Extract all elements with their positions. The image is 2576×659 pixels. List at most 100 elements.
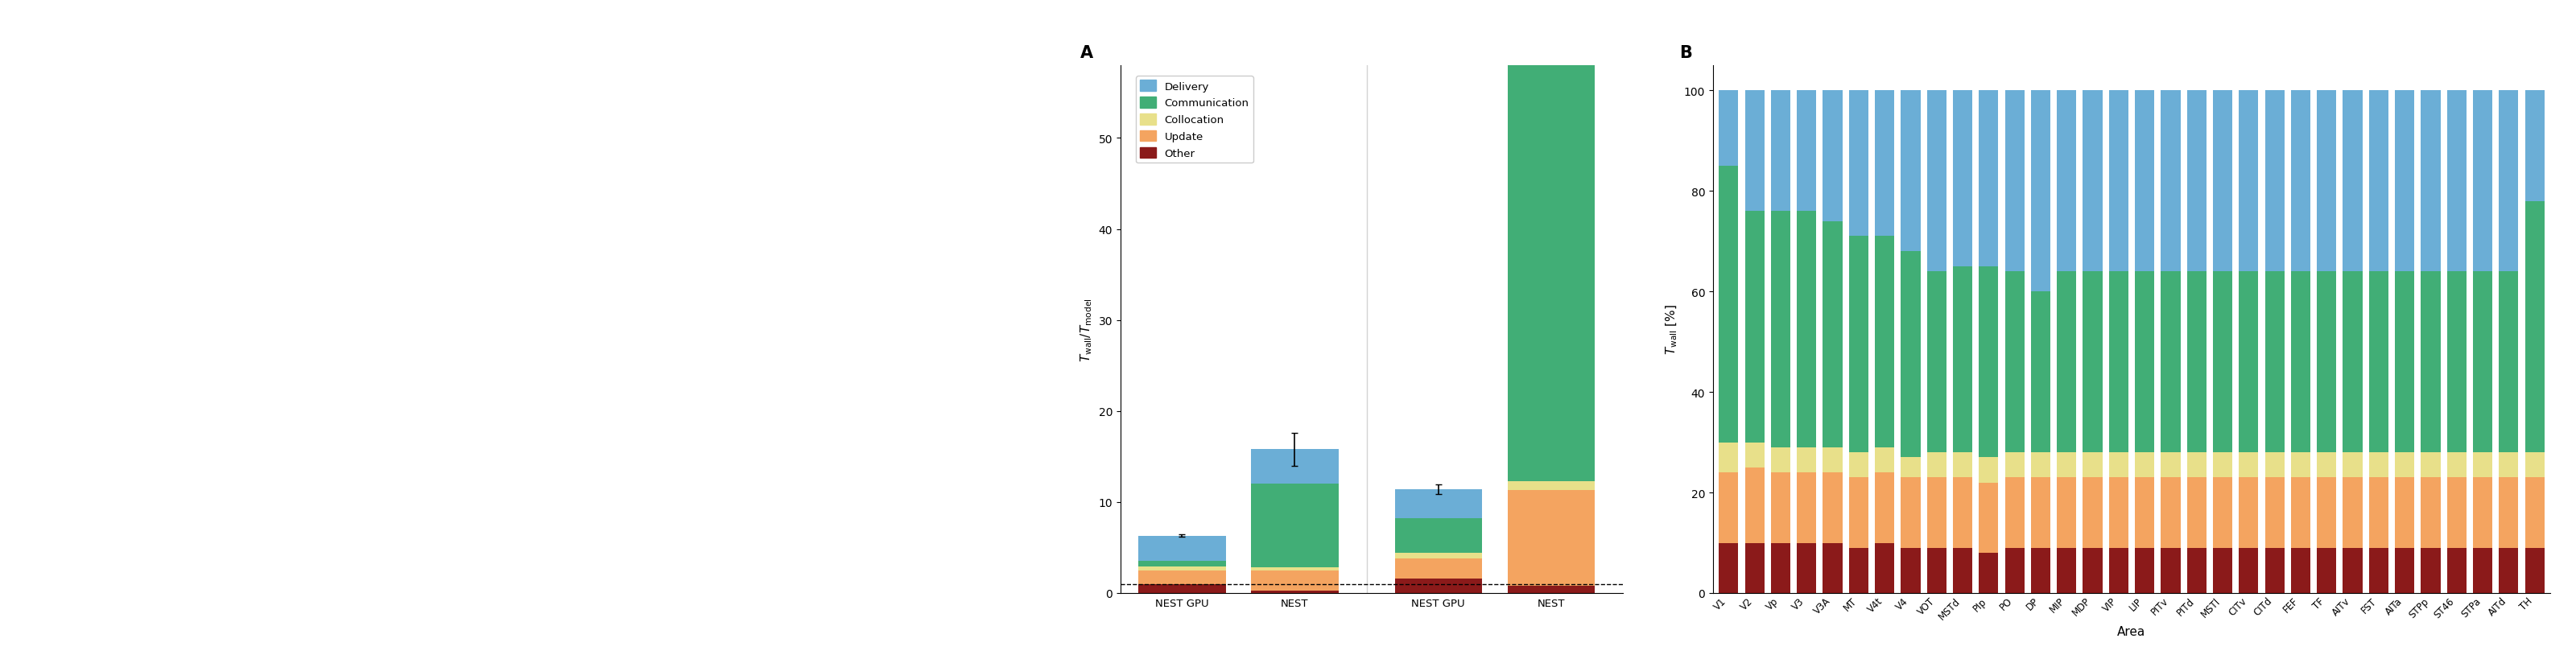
Bar: [2110, 453, 2128, 478]
Bar: [2264, 453, 2285, 478]
Bar: [1927, 453, 1947, 478]
Bar: [2447, 91, 2465, 272]
Bar: [2396, 272, 2414, 453]
Bar: [1927, 478, 1947, 548]
Bar: [1824, 221, 1842, 447]
Bar: [2264, 91, 2285, 272]
Bar: [2396, 453, 2414, 478]
Bar: [2030, 548, 2050, 593]
Text: A: A: [1079, 45, 1092, 61]
Bar: [2084, 272, 2102, 453]
Bar: [1875, 543, 1893, 593]
Bar: [2136, 91, 2154, 272]
Bar: [2421, 478, 2439, 548]
Bar: [2396, 548, 2414, 593]
Bar: [1139, 584, 1226, 593]
Bar: [2264, 478, 2285, 548]
Bar: [2213, 548, 2233, 593]
Bar: [2421, 548, 2439, 593]
Bar: [2447, 272, 2465, 453]
Bar: [1824, 473, 1842, 543]
Bar: [1139, 536, 1226, 561]
Bar: [2004, 272, 2025, 453]
Bar: [2421, 91, 2439, 272]
Y-axis label: $T_\mathrm{wall} / T_\mathrm{model}$: $T_\mathrm{wall} / T_\mathrm{model}$: [1079, 297, 1095, 362]
Bar: [2344, 91, 2362, 272]
Bar: [1394, 579, 1481, 593]
Bar: [1770, 212, 1790, 447]
Bar: [1901, 457, 1919, 478]
Bar: [2447, 478, 2465, 548]
Bar: [2370, 453, 2388, 478]
Bar: [1953, 548, 1973, 593]
Bar: [1927, 548, 1947, 593]
Bar: [2187, 548, 2208, 593]
Bar: [1875, 237, 1893, 447]
Bar: [1875, 91, 1893, 237]
Bar: [1953, 478, 1973, 548]
Bar: [1953, 453, 1973, 478]
Bar: [2084, 453, 2102, 478]
Bar: [2239, 478, 2259, 548]
Bar: [2056, 272, 2076, 453]
Bar: [2056, 548, 2076, 593]
Bar: [2056, 453, 2076, 478]
Bar: [2030, 478, 2050, 548]
Bar: [1901, 478, 1919, 548]
Bar: [2344, 453, 2362, 478]
Bar: [1770, 543, 1790, 593]
Bar: [2239, 453, 2259, 478]
Bar: [1850, 548, 1868, 593]
Bar: [2161, 548, 2179, 593]
Bar: [2396, 91, 2414, 272]
Bar: [2290, 548, 2311, 593]
Bar: [1394, 490, 1481, 519]
Bar: [1507, 481, 1595, 490]
Bar: [2136, 548, 2154, 593]
Bar: [1718, 473, 1739, 543]
Bar: [1875, 447, 1893, 473]
Bar: [2290, 272, 2311, 453]
Text: B: B: [1680, 45, 1692, 61]
Bar: [1824, 543, 1842, 593]
Bar: [2499, 478, 2519, 548]
Bar: [1252, 449, 1340, 484]
Bar: [1252, 571, 1340, 590]
Bar: [2264, 548, 2285, 593]
Bar: [2084, 91, 2102, 272]
Bar: [2473, 272, 2494, 453]
Bar: [1901, 548, 1919, 593]
Bar: [2316, 453, 2336, 478]
Bar: [2473, 548, 2494, 593]
Bar: [2161, 453, 2179, 478]
Bar: [2110, 478, 2128, 548]
Bar: [2136, 272, 2154, 453]
Bar: [1770, 473, 1790, 543]
Bar: [1770, 447, 1790, 473]
Bar: [2030, 453, 2050, 478]
Bar: [2110, 548, 2128, 593]
Bar: [1901, 252, 1919, 457]
Bar: [2084, 478, 2102, 548]
Bar: [1798, 91, 1816, 212]
Bar: [2499, 91, 2519, 272]
Bar: [1770, 91, 1790, 212]
Bar: [2213, 91, 2233, 272]
Bar: [1850, 91, 1868, 237]
Bar: [2161, 478, 2179, 548]
Legend: Delivery, Communication, Collocation, Update, Other: Delivery, Communication, Collocation, Up…: [1136, 76, 1255, 163]
Bar: [2084, 548, 2102, 593]
Bar: [1252, 567, 1340, 571]
Bar: [1744, 442, 1765, 468]
Bar: [1252, 590, 1340, 593]
Bar: [1978, 457, 1999, 482]
Bar: [2264, 272, 2285, 453]
Bar: [2030, 292, 2050, 453]
Bar: [1953, 91, 1973, 267]
X-axis label: Area: Area: [2117, 625, 2146, 637]
Bar: [1850, 478, 1868, 548]
Bar: [2187, 91, 2208, 272]
Bar: [1927, 91, 1947, 272]
Bar: [2524, 91, 2545, 202]
Bar: [2056, 478, 2076, 548]
